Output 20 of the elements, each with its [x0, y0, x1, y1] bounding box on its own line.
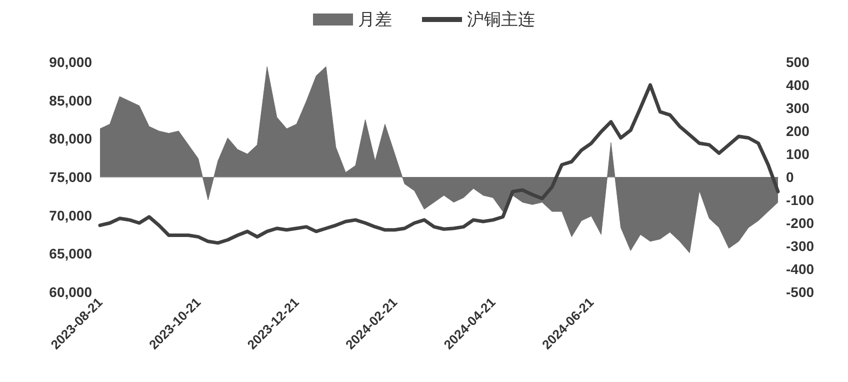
- y2-tick-label: 400: [786, 77, 810, 93]
- y2-tick-label: -200: [786, 215, 814, 231]
- y-tick-label: 60,000: [49, 284, 92, 300]
- y-tick-label: 80,000: [49, 130, 92, 147]
- y2-tick-label: 500: [786, 54, 810, 70]
- y-tick-label: 65,000: [49, 246, 92, 262]
- y2-tick-label: -100: [786, 192, 814, 208]
- y2-tick-label: 0: [786, 169, 794, 185]
- y-tick-label: 90,000: [49, 54, 92, 70]
- y2-tick-label: -400: [786, 261, 814, 277]
- y2-tick-label: -500: [786, 284, 814, 300]
- y2-tick-label: 200: [786, 123, 810, 139]
- y-tick-label: 70,000: [49, 207, 92, 224]
- legend-label: 月差: [358, 10, 392, 29]
- legend-label: 沪铜主连: [467, 10, 535, 29]
- y2-tick-label: 300: [786, 100, 810, 116]
- y2-tick-label: -300: [786, 238, 814, 254]
- y-tick-label: 75,000: [49, 169, 92, 185]
- y2-tick-label: 100: [786, 146, 810, 162]
- y-tick-label: 85,000: [49, 92, 92, 108]
